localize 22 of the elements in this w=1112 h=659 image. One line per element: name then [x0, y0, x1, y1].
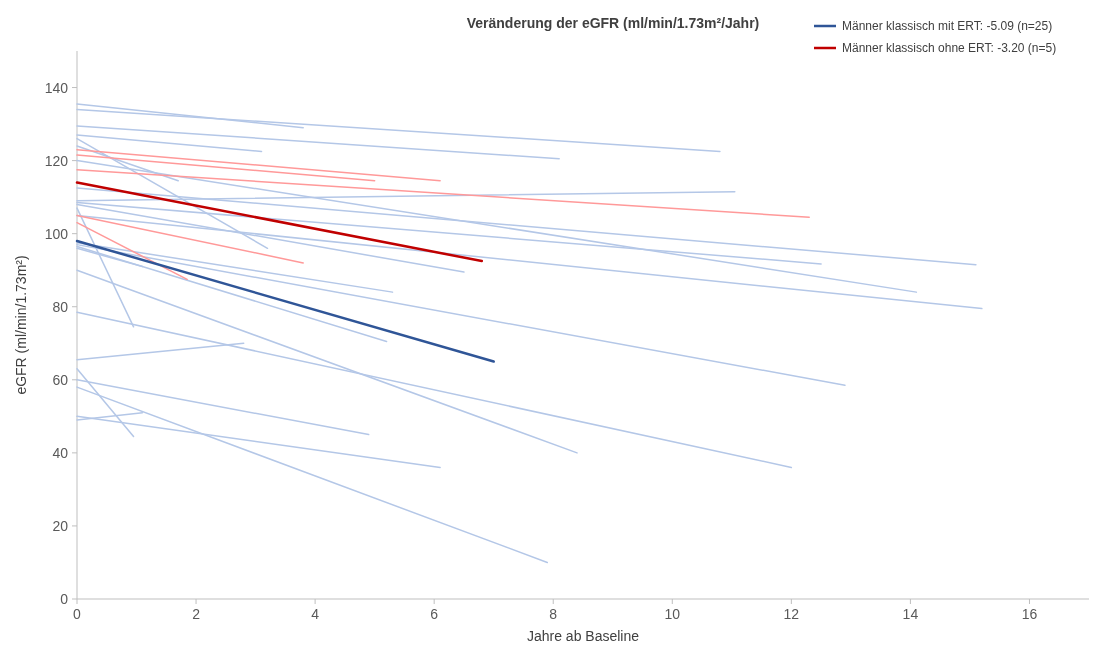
x-tick-label: 8	[549, 606, 558, 622]
x-tick-label: 16	[1021, 606, 1038, 622]
x-axis-title: Jahre ab Baseline	[526, 628, 640, 644]
y-tick-label: 140	[44, 79, 69, 96]
y-tick-label: 40	[52, 444, 69, 461]
y-tick-label: 100	[44, 225, 69, 242]
legend-label: Männer klassisch ohne ERT: -3.20 (n=5)	[842, 41, 1057, 55]
y-tick-label: 20	[52, 517, 69, 534]
chart-title: Veränderung der eGFR (ml/min/1.73m²/Jahr)	[466, 15, 760, 31]
legend-label: Männer klassisch mit ERT: -5.09 (n=25)	[842, 19, 1053, 33]
y-tick-label: 80	[52, 298, 69, 315]
x-tick-label: 4	[311, 606, 320, 622]
x-tick-label: 12	[783, 606, 800, 622]
y-tick-label: 60	[52, 371, 69, 388]
x-tick-label: 6	[430, 606, 439, 622]
x-tick-label: 14	[902, 606, 919, 622]
y-tick-label: 0	[60, 591, 69, 607]
x-tick-label: 2	[192, 606, 201, 622]
x-tick-label: 0	[73, 606, 82, 622]
y-axis-title: eGFR (ml/min/1.73m²)	[13, 255, 29, 395]
y-tick-label: 120	[44, 152, 69, 169]
x-tick-label: 10	[664, 606, 681, 622]
